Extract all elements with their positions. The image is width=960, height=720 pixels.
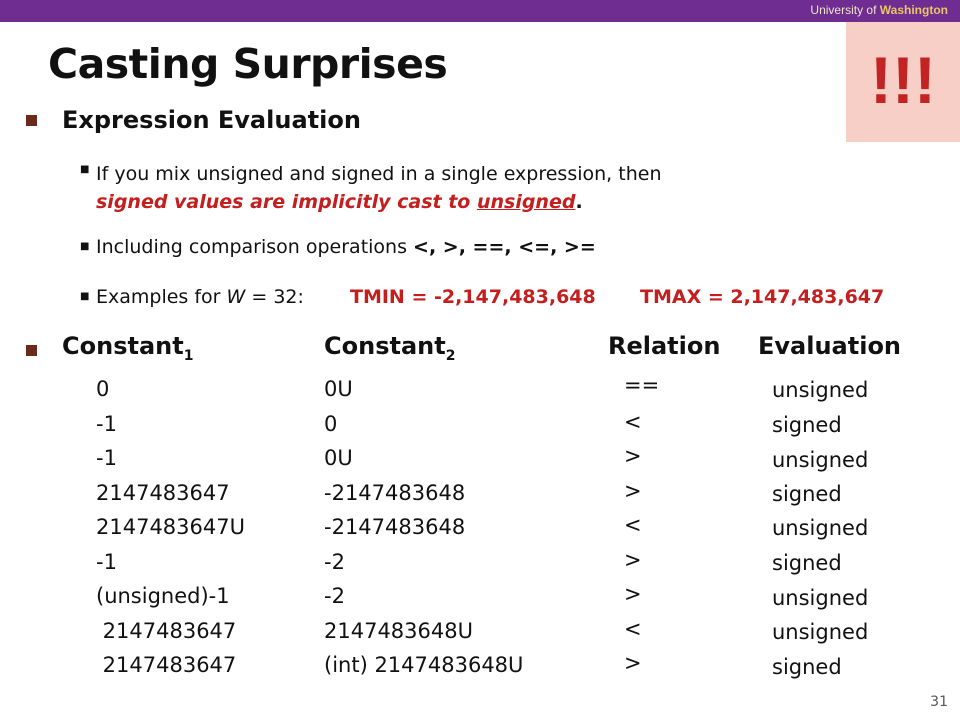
row-3-constant1: 2147483647 [96,481,230,505]
row-0-constant2: 0U [324,377,353,401]
header-constant1-sub: 1 [184,348,194,364]
page-number: 31 [930,694,948,710]
mixing-rule-unsigned: unsigned [477,191,576,213]
row-2-constant2: 0U [324,446,353,470]
mixing-rule-emphasis: signed values are implicitly cast to [96,191,477,213]
row-0-constant1: 0 [96,377,109,401]
row-8-constant1: 2147483647 [96,653,236,677]
mixing-rule-intro: If you mix unsigned and signed in a sing… [96,163,661,185]
row-4-evaluation: unsigned [772,516,868,540]
row-4-constant2: -2147483648 [324,515,465,539]
university-name: Washington [880,3,948,17]
sub-bullet-icon: ■ [80,241,89,252]
row-5-constant1: -1 [96,550,117,574]
row-4-constant1: 2147483647U [96,515,245,539]
university-prefix: University of [810,3,879,17]
examples-label-b: = 32: [245,286,304,308]
row-2-evaluation: unsigned [772,448,868,472]
header-constant1-text: Constant [62,332,184,360]
header-relation: Relation [608,332,720,360]
header-evaluation: Evaluation [758,332,901,360]
sub-bullet-icon: ■ [80,291,89,302]
mixing-rule-text: If you mix unsigned and signed in a sing… [96,160,796,216]
row-5-relation: > [624,548,642,572]
comparison-ops-list: <, >, ==, <=, >= [413,236,596,258]
row-6-relation: > [624,582,642,606]
row-3-relation: > [624,479,642,503]
alarm-callout: !!! [846,22,960,142]
examples-w: W [227,286,246,308]
row-6-constant1: (unsigned)-1 [96,584,230,608]
sub-bullet-icon: ■ [80,164,89,175]
slide-title: Casting Surprises [48,40,447,88]
row-1-evaluation: signed [772,413,842,437]
mixing-rule-period: . [575,191,582,213]
header-constant2-text: Constant [324,332,446,360]
row-7-relation: < [624,617,642,641]
row-0-relation: == [624,373,659,397]
comparison-ops-text: Including comparison operations <, >, ==… [96,236,596,258]
row-3-evaluation: signed [772,482,842,506]
examples-label-a: Examples for [96,286,227,308]
row-5-evaluation: signed [772,551,842,575]
row-8-constant2: (int) 2147483648U [324,653,523,677]
header-constant1: Constant1 [62,332,193,364]
section-bullet-icon [26,345,37,356]
comparison-ops-label: Including comparison operations [96,236,413,258]
row-8-evaluation: signed [772,655,842,679]
row-1-constant2: 0 [324,412,337,436]
row-0-evaluation: unsigned [772,378,868,402]
tmax-value: TMAX = 2,147,483,647 [640,286,884,308]
row-7-constant2: 2147483648U [324,619,473,643]
university-label: University of Washington [810,3,948,17]
row-6-evaluation: unsigned [772,586,868,610]
row-1-relation: < [624,410,642,434]
row-6-constant2: -2 [324,584,345,608]
row-2-relation: > [624,444,642,468]
row-3-constant2: -2147483648 [324,481,465,505]
section-heading: Expression Evaluation [62,106,361,134]
row-7-evaluation: unsigned [772,620,868,644]
row-1-constant1: -1 [96,412,117,436]
header-constant2-sub: 2 [446,348,456,364]
section-bullet-icon [26,115,37,126]
row-8-relation: > [624,651,642,675]
row-5-constant2: -2 [324,550,345,574]
row-4-relation: < [624,513,642,537]
header-constant2: Constant2 [324,332,455,364]
row-7-constant1: 2147483647 [96,619,236,643]
tmin-value: TMIN = -2,147,483,648 [350,286,596,308]
row-2-constant1: -1 [96,446,117,470]
